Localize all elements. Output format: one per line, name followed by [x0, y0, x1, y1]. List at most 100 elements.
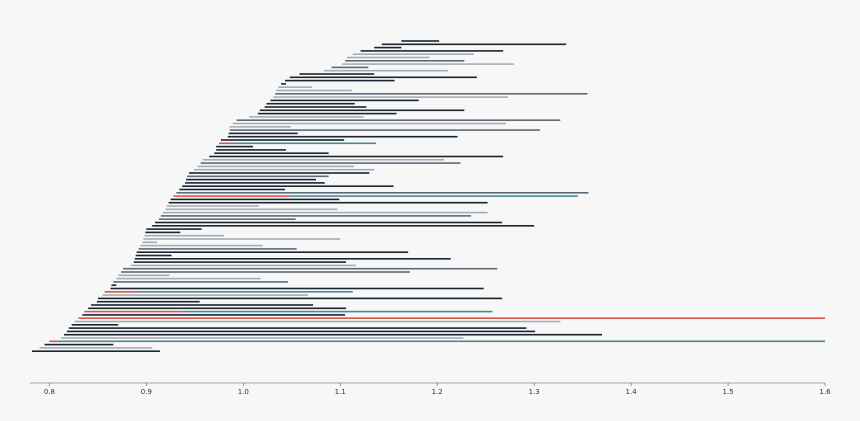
- bar-segment: [234, 142, 377, 145]
- bar-segment: [113, 281, 288, 283]
- bar-segment: [259, 109, 465, 112]
- bar-segment: [168, 201, 488, 204]
- bar-segment: [44, 343, 114, 346]
- bar-segment: [173, 195, 290, 197]
- bar-segment: [31, 350, 160, 352]
- bar-segment: [189, 172, 370, 174]
- bar-segment: [158, 218, 296, 220]
- bar-segment: [257, 112, 397, 115]
- bar-segment: [185, 182, 325, 184]
- x-tick-label: 1.1: [335, 388, 346, 396]
- bar-segment: [275, 93, 588, 95]
- bar-segment: [401, 40, 440, 42]
- bar-segment: [102, 294, 309, 296]
- bar-segment: [266, 102, 355, 105]
- bar-segment: [219, 142, 235, 145]
- bar-segment: [281, 83, 286, 85]
- x-tick-label: 1.3: [529, 388, 540, 396]
- bar-segment: [216, 145, 253, 148]
- bar-segment: [78, 317, 826, 319]
- bar-segment: [82, 314, 346, 316]
- bar-segment: [84, 310, 184, 313]
- bar-segment: [182, 185, 394, 187]
- bar-segment: [183, 310, 493, 313]
- bar-segment: [68, 327, 527, 329]
- bar-segment: [264, 106, 367, 108]
- bar-segment: [342, 63, 514, 65]
- bar-segment: [118, 274, 170, 277]
- bar-segment: [236, 119, 561, 121]
- bar-segment: [229, 126, 291, 128]
- bar-segment: [197, 165, 354, 168]
- bar-segment: [138, 248, 297, 250]
- x-tick-label: 1.6: [819, 388, 831, 396]
- bar-segment: [323, 69, 448, 72]
- bar-segment: [88, 307, 347, 310]
- bar-segment: [360, 50, 504, 52]
- bar-segment: [228, 132, 298, 135]
- bar-segment: [374, 46, 402, 49]
- bar-segment: [202, 159, 444, 161]
- bar-segment: [232, 122, 507, 125]
- bar-segment: [227, 135, 458, 138]
- bar-segment: [57, 340, 825, 343]
- bar-segment: [133, 261, 347, 263]
- x-tick-label: 1.4: [626, 388, 638, 396]
- bar-segment: [193, 168, 375, 171]
- x-axis: 0.8 0.9 1.0 1.1 1.2 1.3 1.4 1.5 1.6: [30, 382, 831, 396]
- bar-segment: [165, 208, 338, 211]
- bar-segment: [187, 175, 329, 178]
- bar-segment: [71, 324, 119, 326]
- bar-segment: [160, 215, 472, 217]
- bar-segment: [145, 231, 181, 234]
- bar-segment: [214, 152, 329, 154]
- bar-segment: [155, 221, 503, 224]
- bar-segment: [111, 284, 117, 286]
- bar-segment: [381, 43, 567, 46]
- bar-segment: [347, 56, 430, 59]
- bar-segment: [116, 277, 261, 280]
- bar-segment: [166, 205, 259, 207]
- bar-segment: [352, 53, 475, 55]
- bar-segment: [97, 297, 503, 300]
- bar-segment: [96, 300, 200, 303]
- bar-segment: [249, 116, 364, 118]
- bar-segment: [63, 333, 603, 336]
- bar-segment: [216, 149, 286, 151]
- bar-segment: [104, 291, 137, 293]
- bar-segment: [146, 228, 202, 230]
- x-tick-label: 0.9: [141, 388, 152, 396]
- bar-segment: [345, 60, 465, 62]
- bar-segment: [136, 251, 409, 253]
- bar-segment: [152, 225, 535, 227]
- bar-segment: [299, 73, 375, 75]
- bar-segment: [200, 162, 461, 164]
- bar-segment: [121, 271, 411, 273]
- bar-segment: [270, 99, 419, 102]
- bar-segment: [39, 347, 153, 349]
- bar-segment: [331, 66, 369, 69]
- bars-group: [31, 40, 826, 352]
- bar-segment: [61, 337, 464, 339]
- bar-segment: [134, 258, 451, 260]
- x-tick-label: 0.8: [44, 388, 55, 396]
- bar-segment: [179, 188, 285, 191]
- bar-segment: [229, 129, 540, 131]
- bar-segment: [162, 211, 488, 214]
- bar-segment: [74, 320, 561, 323]
- x-tick-label: 1.5: [722, 388, 733, 396]
- bar-segment: [49, 340, 58, 343]
- bar-segment: [140, 244, 263, 247]
- bar-segment: [186, 178, 316, 181]
- bar-segment: [278, 86, 313, 88]
- x-tick-label: 1.0: [238, 388, 249, 396]
- bar-segment: [176, 192, 589, 194]
- bar-segment: [142, 241, 157, 244]
- x-tick-label: 1.2: [432, 388, 443, 396]
- bar-segment: [284, 79, 395, 82]
- bar-segment: [135, 254, 172, 257]
- bar-segment: [289, 76, 477, 79]
- bar-segment: [136, 291, 353, 293]
- bar-segment: [289, 195, 578, 197]
